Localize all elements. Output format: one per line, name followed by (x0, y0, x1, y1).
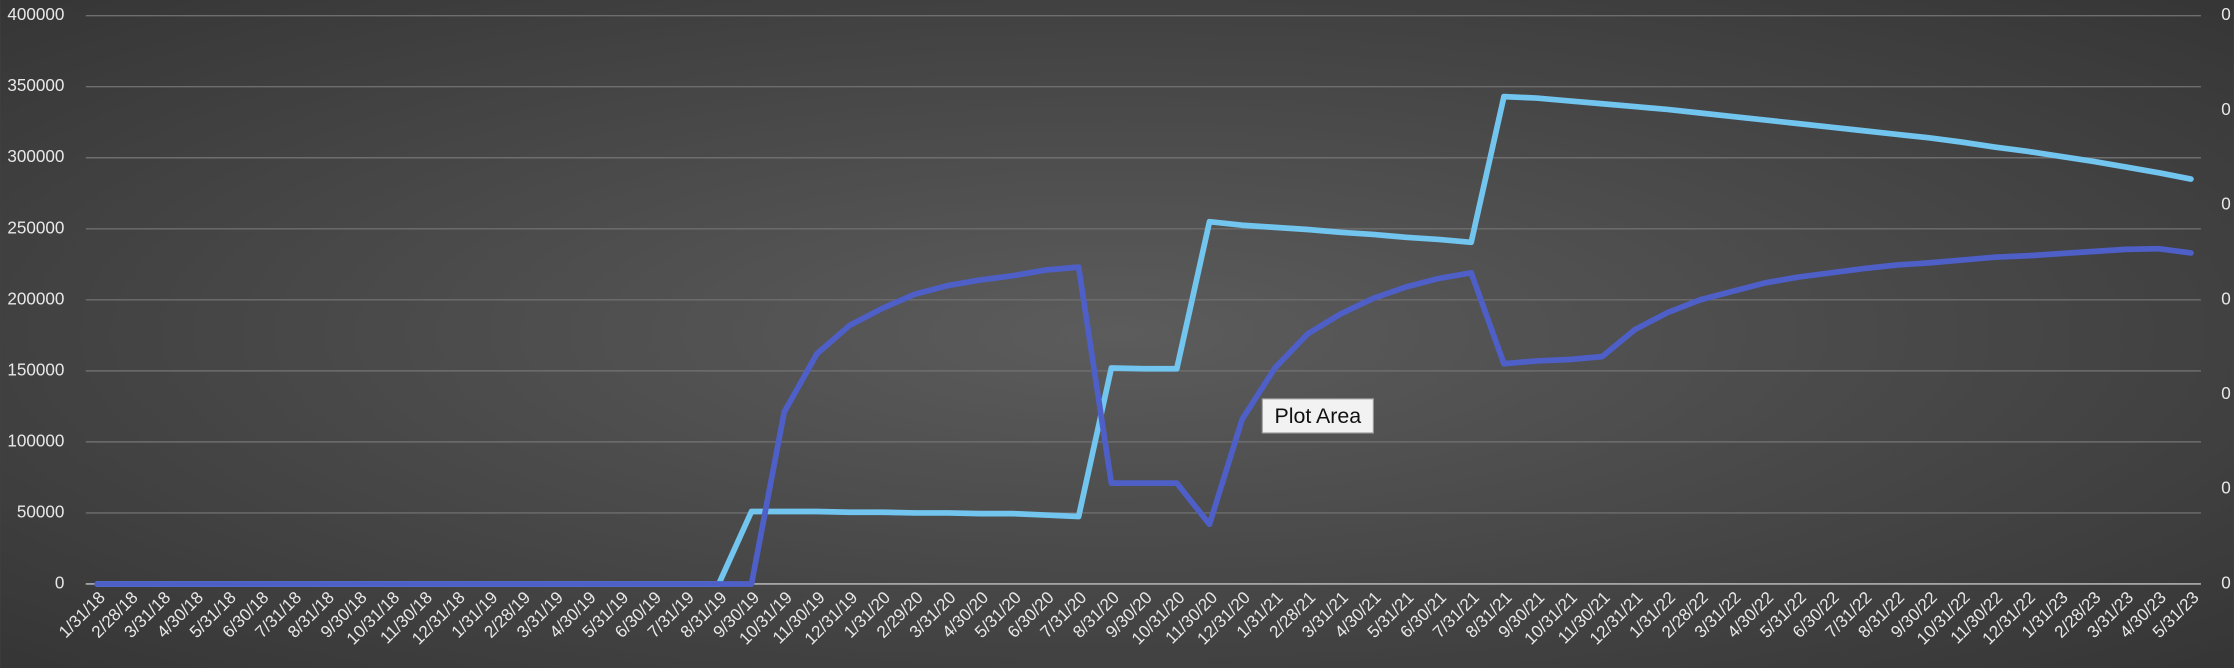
y-tick-label: 250000 (7, 218, 64, 237)
y2-tick-label: 0 (2221, 100, 2231, 119)
y-tick-label: 150000 (7, 360, 64, 379)
y-tick-label: 0 (55, 573, 65, 592)
y-tick-label: 300000 (7, 147, 64, 166)
y2-tick-label: 0 (2221, 573, 2231, 592)
y-tick-label: 50000 (17, 502, 65, 521)
y2-tick-label: 0 (2221, 384, 2231, 403)
tooltip-text: Plot Area (1274, 404, 1361, 428)
series-line (94, 245, 2194, 587)
y-tick-label: 350000 (7, 76, 64, 95)
plot (94, 93, 2194, 587)
y2-tick-label: 0 (2221, 289, 2231, 308)
y-tick-label: 400000 (7, 5, 64, 24)
y2-tick-label: 0 (2221, 5, 2231, 24)
y2-tick-label: 0 (2221, 479, 2231, 498)
tooltip: Plot Area (1261, 398, 1374, 434)
y2-tick-label: 0 (2221, 195, 2231, 214)
tooltip-box (1261, 398, 1374, 434)
grid (85, 14, 2201, 585)
y-tick-label: 100000 (7, 431, 64, 450)
y-tick-label: 200000 (7, 289, 64, 308)
